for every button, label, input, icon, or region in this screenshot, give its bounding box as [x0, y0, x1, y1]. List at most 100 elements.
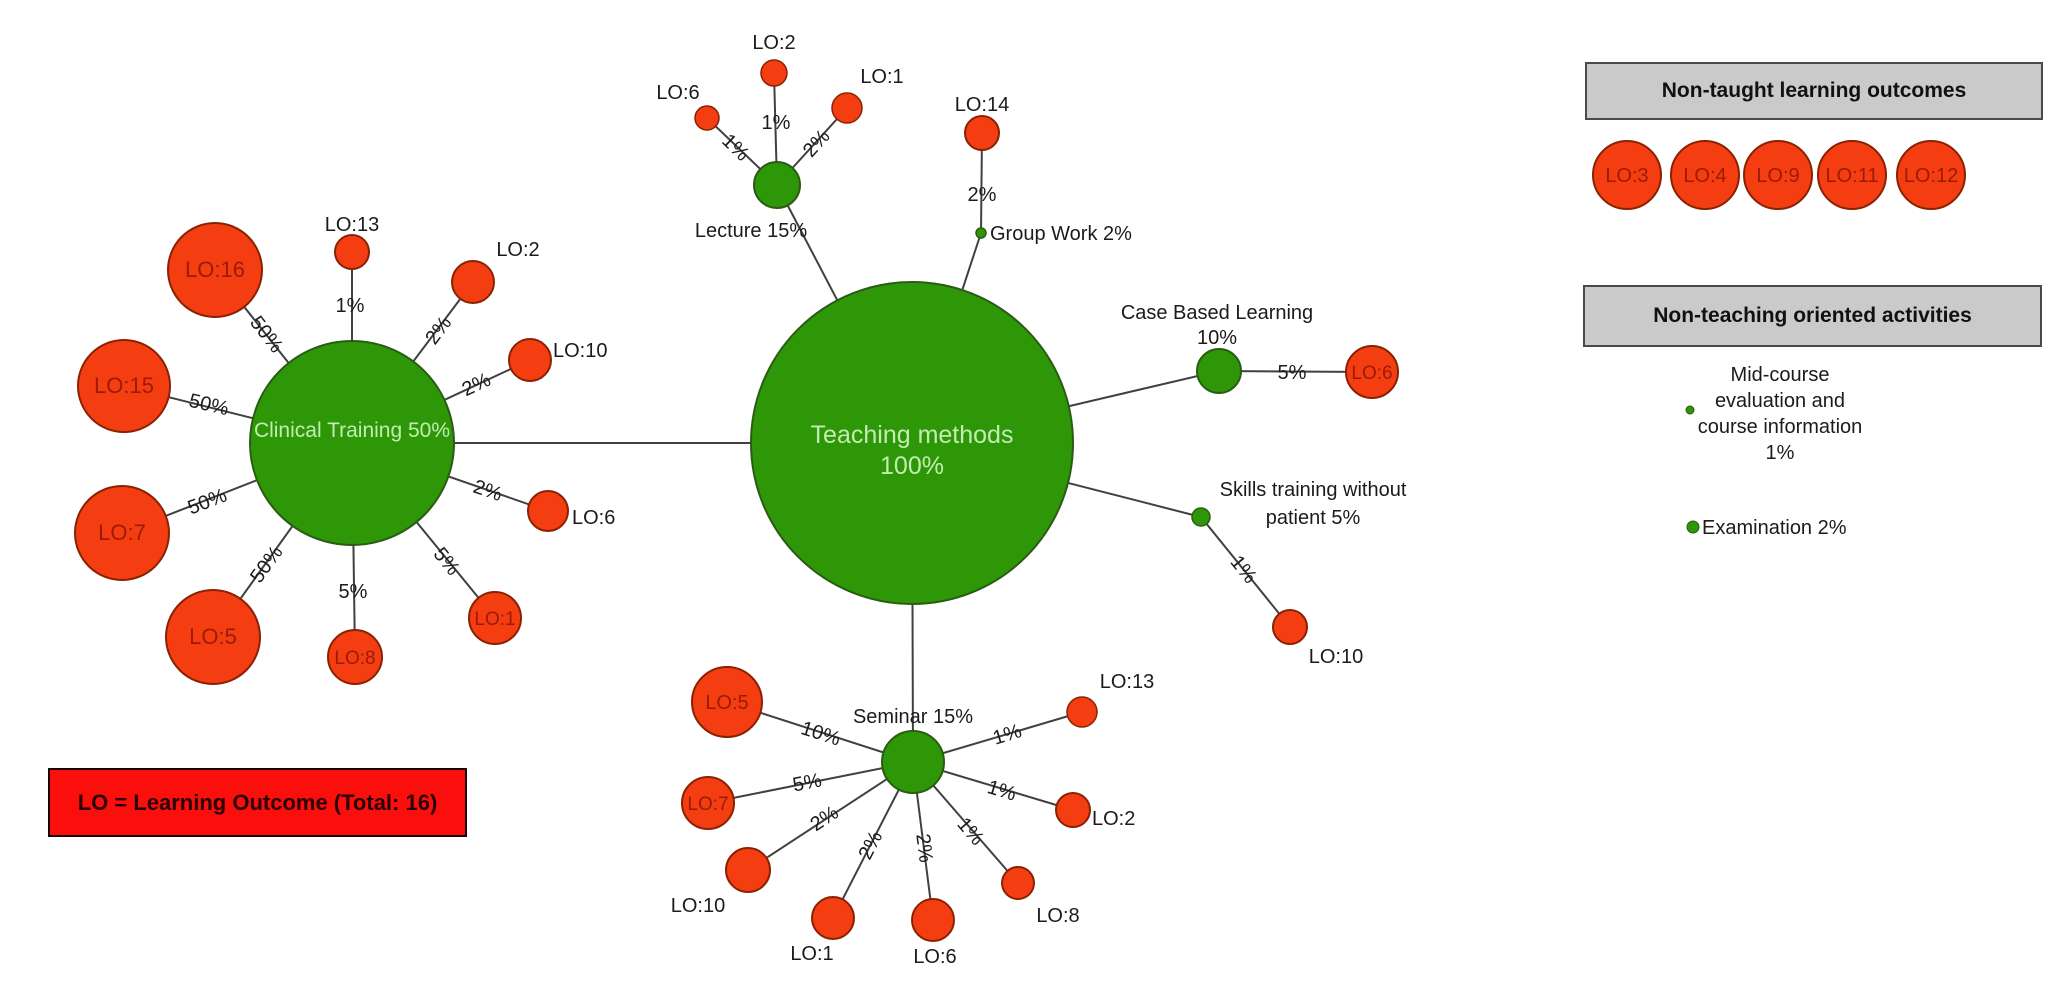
edge-pct-text: 50% [185, 484, 230, 519]
graph-edge-label-clinical-c15: 50% [187, 390, 231, 420]
non-teaching-title: Non-teaching oriented activities [1653, 304, 1972, 327]
graph-node-c6 [527, 490, 569, 532]
edge-pct-text: 10% [798, 717, 843, 750]
graph-node-label-l6-0: LO:6 [656, 82, 699, 104]
activity-label-0-0: Mid-course [1731, 364, 1830, 386]
activity-label-0-2: course information [1698, 416, 1863, 438]
graph-edge-seminar-se10 [747, 761, 914, 871]
graph-node-c15 [77, 339, 171, 433]
graph-edge-label-clinical-c8: 5% [339, 581, 368, 603]
non-taught-circle-LO:11 [1817, 140, 1887, 210]
activity-label-1-0: Examination 2% [1702, 517, 1847, 539]
graph-node-label-skills-0: Skills training without [1220, 479, 1407, 501]
non-teaching-panel-header: Non-teaching oriented activities [1583, 285, 2042, 347]
graph-node-label-lecture-0: Lecture 15% [695, 220, 808, 242]
graph-node-label-l1-0: LO:1 [860, 66, 903, 88]
graph-node-se7 [681, 776, 735, 830]
graph-node-label-seminar-0: Seminar 15% [853, 706, 973, 728]
edge-pct-text: 1% [717, 130, 753, 166]
non-taught-panel-header: Non-taught learning outcomes [1585, 62, 2043, 120]
graph-node-se1 [811, 896, 855, 940]
activity-label-0-1: evaluation and [1715, 390, 1845, 412]
nodes-layer [74, 59, 1966, 942]
graph-node-label-se2-0: LO:2 [1092, 808, 1135, 830]
graph-node-label-se1-0: LO:1 [790, 943, 833, 965]
graph-edge-label-seminar-se10: 2% [806, 802, 842, 836]
graph-node-label-c16-0: LO:16 [185, 257, 245, 282]
graph-node-label-teaching-0: Teaching methods [811, 421, 1014, 449]
non-taught-title: Non-taught learning outcomes [1661, 79, 1967, 102]
graph-node-label-casebased-0: Case Based Learning [1121, 302, 1313, 324]
graph-node-s10 [1272, 609, 1308, 645]
graph-node-cb6 [1345, 345, 1399, 399]
graph-edge-label-lecture-l6: 1% [717, 130, 753, 166]
graph-node-se10 [725, 847, 771, 893]
graph-node-groupwork [975, 227, 987, 239]
edge-pct-text: 2% [855, 827, 888, 863]
graph-node-se5 [691, 666, 763, 738]
graph-node-skills [1191, 507, 1211, 527]
edge-pct-text: 5% [791, 769, 824, 796]
graph-node-label-c8-0: LO:8 [334, 648, 375, 669]
graph-node-clinical [249, 340, 455, 546]
graph-node-c8 [327, 629, 383, 685]
graph-node-casebased [1196, 348, 1242, 394]
activity-dot-0 [1685, 405, 1695, 415]
graph-edge-seminar-se7 [707, 761, 914, 804]
graph-node-c1 [468, 591, 522, 645]
non-taught-circle-label-LO:3: LO:3 [1605, 165, 1648, 187]
graph-edge-label-seminar-se8: 1% [952, 814, 988, 850]
graph-node-teaching [750, 281, 1074, 605]
activity-label-0-3: 1% [1766, 442, 1795, 464]
graph-edge-label-groupwork-g14: 2% [968, 184, 997, 206]
edge-pct-text: 2% [806, 802, 842, 836]
graph-node-label-l2-0: LO:2 [752, 32, 795, 54]
graph-edge-label-clinical-c13: 1% [336, 295, 365, 317]
graph-node-label-c1-0: LO:1 [474, 609, 515, 630]
graph-node-label-se6-0: LO:6 [913, 946, 956, 968]
non-taught-circle-label-LO:12: LO:12 [1904, 165, 1958, 187]
graph-edge-label-clinical-c6: 2% [470, 476, 505, 506]
non-taught-circle-label-LO:9: LO:9 [1756, 165, 1799, 187]
edge-pct-text: 1% [990, 720, 1024, 750]
graph-node-c10 [508, 338, 552, 382]
edge-pct-text: 2% [968, 184, 997, 206]
graph-node-se13 [1066, 696, 1098, 728]
graph-edge-label-seminar-se1: 2% [855, 827, 888, 863]
graph-node-label-c5-0: LO:5 [189, 624, 237, 649]
graph-node-se8 [1001, 866, 1035, 900]
non-taught-circle-LO:4 [1670, 140, 1740, 210]
graph-edge-label-seminar-se13: 1% [990, 720, 1024, 750]
legend-box: LO = Learning Outcome (Total: 16) [48, 768, 467, 837]
graph-node-label-casebased-1: 10% [1197, 327, 1237, 349]
edge-pct-text: 2% [470, 476, 505, 506]
non-taught-circle-LO:12 [1896, 140, 1966, 210]
edge-pct-text: 5% [339, 581, 368, 603]
activity-dot-1 [1686, 520, 1700, 534]
graph-edge-label-seminar-se5: 10% [798, 717, 843, 750]
graph-edge-label-casebased-cb6: 5% [1278, 362, 1307, 384]
graph-node-label-se7-0: LO:7 [687, 794, 728, 815]
graph-node-label-c2-0: LO:2 [496, 239, 539, 261]
graph-node-l2 [760, 59, 788, 87]
graph-node-label-groupwork-0: Group Work 2% [990, 223, 1132, 245]
graph-node-label-cb6-0: LO:6 [1351, 363, 1392, 384]
graph-node-label-clinical-0: Clinical Training 50% [254, 419, 450, 442]
non-taught-circle-LO:9 [1743, 140, 1813, 210]
graph-edge-label-seminar-se7: 5% [791, 769, 824, 796]
graph-node-c7 [74, 485, 170, 581]
non-taught-circle-label-LO:4: LO:4 [1683, 165, 1726, 187]
graph-edge-label-clinical-c16: 50% [245, 312, 287, 357]
graph-node-se2 [1055, 792, 1091, 828]
edge-pct-text: 2% [459, 369, 495, 401]
edge-pct-text: 2% [911, 832, 936, 864]
graph-node-label-skills-1: patient 5% [1266, 507, 1361, 529]
graph-edge-label-lecture-l2: 1% [762, 112, 791, 134]
graph-node-label-se5-0: LO:5 [705, 692, 748, 714]
graph-node-label-c13-0: LO:13 [325, 214, 379, 236]
graph-node-l6 [694, 105, 720, 131]
non-taught-circle-LO:3 [1592, 140, 1662, 210]
legend-label: LO = Learning Outcome (Total: 16) [77, 789, 438, 815]
graph-node-c16 [167, 222, 263, 318]
